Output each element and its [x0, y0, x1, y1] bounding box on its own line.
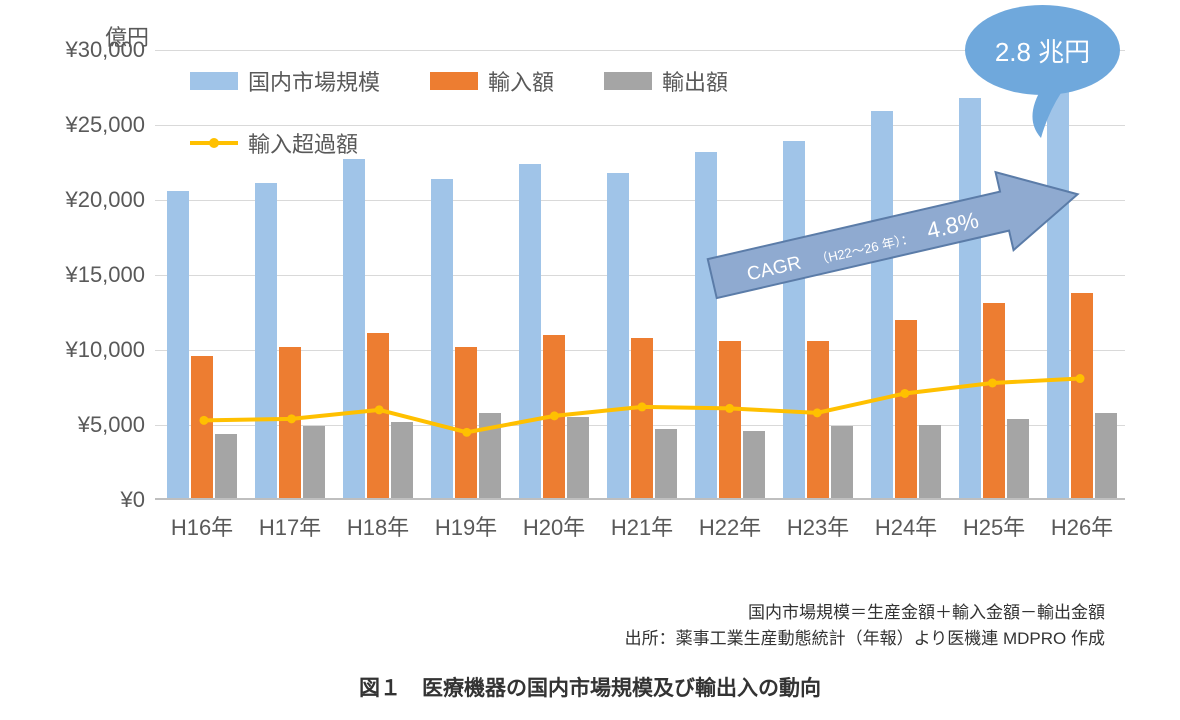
callout-bubble: 2.8 兆円: [965, 5, 1120, 95]
bar-imports: [807, 341, 829, 499]
bar-exports: [1007, 419, 1029, 499]
x-tick-label: H16年: [171, 510, 233, 542]
footnote: 国内市場規模＝生産金額＋輸入金額－輸出金額 出所：薬事工業生産動態統計（年報）よ…: [625, 600, 1105, 651]
bar-imports: [895, 320, 917, 499]
y-tick-label: ¥20,000: [65, 187, 145, 213]
bar-domestic_market: [255, 183, 277, 498]
y-tick-label: ¥25,000: [65, 112, 145, 138]
y-tick-label: ¥0: [121, 487, 145, 513]
chart-container: 億円 国内市場規模 輸入額 輸出額 輸入超過額 ¥0¥5,000¥10,000¥…: [60, 20, 1140, 580]
bar-imports: [719, 341, 741, 499]
bar-exports: [567, 417, 589, 498]
footnote-line: 出所：薬事工業生産動態統計（年報）より医機連 MDPRO 作成: [625, 626, 1105, 652]
bar-imports: [1071, 293, 1093, 499]
x-tick-label: H25年: [963, 510, 1025, 542]
bar-cluster: [255, 183, 325, 498]
callout-tail: [1013, 83, 1073, 143]
bar-exports: [655, 429, 677, 498]
bar-exports: [919, 425, 941, 499]
bar-imports: [983, 303, 1005, 498]
x-tick-label: H18年: [347, 510, 409, 542]
y-tick-label: ¥15,000: [65, 262, 145, 288]
callout-text: 2.8 兆円: [995, 32, 1090, 69]
bar-imports: [543, 335, 565, 499]
y-tick-label: ¥30,000: [65, 37, 145, 63]
x-tick-label: H23年: [787, 510, 849, 542]
bar-imports: [367, 333, 389, 498]
x-tick-label: H19年: [435, 510, 497, 542]
bar-domestic_market: [607, 173, 629, 499]
bar-domestic_market: [343, 159, 365, 498]
x-tick-label: H21年: [611, 510, 673, 542]
y-tick-label: ¥5,000: [78, 412, 145, 438]
x-tick-label: H26年: [1051, 510, 1113, 542]
figure-caption: 図１ 医療機器の国内市場規模及び輸出入の動向: [0, 672, 1180, 702]
bar-imports: [279, 347, 301, 499]
bar-exports: [215, 434, 237, 499]
bar-imports: [191, 356, 213, 499]
bar-domestic_market: [431, 179, 453, 499]
x-tick-label: H24年: [875, 510, 937, 542]
bar-exports: [479, 413, 501, 499]
footnote-line: 国内市場規模＝生産金額＋輸入金額－輸出金額: [625, 600, 1105, 626]
bar-cluster: [519, 164, 589, 499]
bar-exports: [831, 426, 853, 498]
bar-cluster: [607, 173, 677, 499]
bar-exports: [1095, 413, 1117, 499]
x-tick-label: H22年: [699, 510, 761, 542]
bar-imports: [455, 347, 477, 499]
x-tick-label: H20年: [523, 510, 585, 542]
bar-imports: [631, 338, 653, 499]
x-tick-label: H17年: [259, 510, 321, 542]
bar-cluster: [431, 179, 501, 499]
bar-exports: [391, 422, 413, 499]
bar-domestic_market: [519, 164, 541, 499]
bar-exports: [303, 426, 325, 498]
bar-exports: [743, 431, 765, 499]
y-tick-label: ¥10,000: [65, 337, 145, 363]
bar-cluster: [343, 159, 413, 498]
bar-cluster: [167, 191, 237, 499]
bar-domestic_market: [167, 191, 189, 499]
cagr-arrow: CAGR （H22～26 年）： 4.8%: [685, 145, 1115, 305]
